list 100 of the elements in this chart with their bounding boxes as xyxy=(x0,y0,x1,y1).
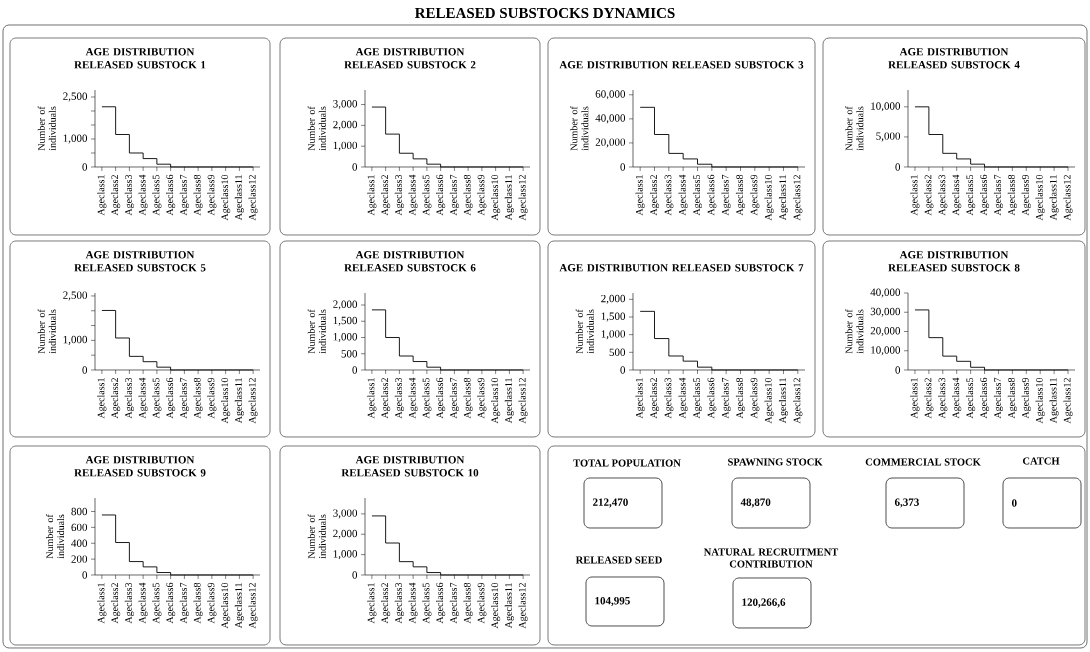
x-tick-label: Ageclass5 xyxy=(152,174,162,216)
chart-title: AGE DISTRIBUTION RELEASED SUBSTOCK 7 xyxy=(559,264,804,272)
x-tick-label: Ageclass6 xyxy=(166,582,176,624)
x-tick-label: Ageclass1 xyxy=(367,583,377,624)
x-tick-label: Ageclass12 xyxy=(793,378,803,424)
chart-title: AGE DISTRIBUTION RELEASED SUBSTOCK 5 xyxy=(74,251,206,272)
y-tick-label: 600 xyxy=(71,523,88,532)
x-tick-label: Ageclass2 xyxy=(649,175,660,216)
x-tick-label: Ageclass11 xyxy=(778,175,789,221)
x-tick-label: Ageclass7 xyxy=(179,174,189,216)
x-tick-label: Ageclass3 xyxy=(124,174,134,216)
x-tick-label: Ageclass2 xyxy=(924,175,934,216)
y-tick-label: 400 xyxy=(71,539,88,547)
text: 212,470 xyxy=(592,498,628,508)
y-axis-title: Number of individuals xyxy=(37,309,56,354)
x-tick-label: Ageclass2 xyxy=(924,378,934,419)
chart-title: AGE DISTRIBUTION RELEASED SUBSTOCK 6 xyxy=(344,251,476,272)
x-tick-label: Ageclass3 xyxy=(124,377,134,419)
x-tick-label: Ageclass4 xyxy=(408,174,418,216)
x-tick-label: Ageclass8 xyxy=(735,377,746,419)
x-tick-label: Ageclass8 xyxy=(463,174,473,216)
y-tick-label: 3,000 xyxy=(333,100,358,110)
x-tick-label: Ageclass8 xyxy=(1007,174,1017,216)
x-tick-label: Ageclass6 xyxy=(166,174,176,216)
x-tick-label: Ageclass4 xyxy=(678,377,688,419)
y-tick-label: 2,000 xyxy=(333,300,358,310)
x-tick-label: Ageclass3 xyxy=(394,377,404,419)
x-tick-label: Ageclass12 xyxy=(1063,175,1073,221)
text: RELEASED SUBSTOCKS DYNAMICS xyxy=(414,7,675,19)
x-tick-label: Ageclass10 xyxy=(1035,174,1045,221)
y-tick-label: 3,000 xyxy=(333,509,358,519)
x-tick-label: Ageclass3 xyxy=(938,377,948,419)
y-tick-label: 30,000 xyxy=(870,307,901,317)
x-tick-label: Ageclass12 xyxy=(248,175,258,221)
x-tick-label: Ageclass7 xyxy=(449,377,459,419)
x-tick-label: Ageclass12 xyxy=(1063,378,1073,424)
x-tick-label: Ageclass5 xyxy=(966,377,976,419)
x-tick-label: Ageclass9 xyxy=(207,377,217,419)
x-tick-label: Ageclass7 xyxy=(179,377,189,419)
text: CATCH xyxy=(1022,457,1060,465)
y-axis-title: Number of individuals xyxy=(845,106,864,151)
x-tick-label: Ageclass10 xyxy=(221,377,231,424)
y-tick-label: 0 xyxy=(620,163,626,171)
x-tick-label: Ageclass5 xyxy=(692,174,703,216)
text: SPAWNING STOCK xyxy=(728,458,823,466)
y-tick-label: 0 xyxy=(895,366,901,374)
x-tick-label: Ageclass6 xyxy=(166,377,176,419)
x-tick-label: Ageclass6 xyxy=(707,377,717,419)
text: COMMERCIAL STOCK xyxy=(865,458,981,466)
y-tick-label: 500 xyxy=(341,350,358,358)
x-tick-label: Ageclass2 xyxy=(381,378,391,419)
x-tick-label: Ageclass11 xyxy=(1049,175,1059,221)
x-tick-label: Ageclass11 xyxy=(778,378,789,424)
y-tick-label: 0 xyxy=(352,366,358,374)
y-axis-title: Number of individuals xyxy=(307,106,326,151)
y-tick-label: 1,000 xyxy=(333,333,358,342)
x-tick-label: Ageclass9 xyxy=(477,582,487,624)
x-tick-label: Ageclass12 xyxy=(793,175,803,221)
text: NATURAL RECRUITMENT CONTRIBUTION xyxy=(703,548,839,568)
y-tick-label: 10,000 xyxy=(871,102,901,112)
x-tick-label: Ageclass1 xyxy=(367,378,377,419)
x-tick-label: Ageclass7 xyxy=(179,582,189,624)
x-tick-label: Ageclass3 xyxy=(938,174,948,216)
y-tick-label: 20,000 xyxy=(870,326,901,336)
y-tick-label: 0 xyxy=(82,163,88,171)
x-tick-label: Ageclass8 xyxy=(1007,377,1017,419)
y-tick-label: 0 xyxy=(352,571,358,579)
x-tick-label: Ageclass9 xyxy=(477,377,487,419)
chart-title: AGE DISTRIBUTION RELEASED SUBSTOCK 10 xyxy=(341,456,479,477)
x-tick-label: Ageclass9 xyxy=(1021,377,1031,419)
y-axis-title: Number of individuals xyxy=(307,309,326,354)
x-tick-label: Ageclass11 xyxy=(234,378,244,424)
x-tick-label: Ageclass7 xyxy=(721,174,731,216)
x-tick-label: Ageclass6 xyxy=(436,377,446,419)
x-tick-label: Ageclass5 xyxy=(152,582,162,624)
x-tick-label: Ageclass5 xyxy=(692,377,703,419)
x-tick-label: Ageclass5 xyxy=(152,377,162,419)
y-tick-label: 1,000 xyxy=(601,330,626,340)
y-tick-label: 1,000 xyxy=(63,134,88,144)
y-tick-label: 1,000 xyxy=(333,141,358,151)
x-tick-label: Ageclass10 xyxy=(764,377,774,424)
y-tick-label: 10,000 xyxy=(871,346,901,356)
x-tick-label: Ageclass8 xyxy=(463,582,473,624)
x-tick-label: Ageclass10 xyxy=(491,174,501,221)
y-axis-title: Number of individuals xyxy=(37,106,56,151)
y-tick-label: 2,500 xyxy=(63,92,88,102)
x-tick-label: Ageclass5 xyxy=(422,582,432,624)
text: RELEASED SEED xyxy=(575,556,662,564)
x-tick-label: Ageclass10 xyxy=(491,582,501,629)
x-tick-label: Ageclass2 xyxy=(111,378,121,419)
y-axis-title: Number of individuals xyxy=(45,514,65,559)
x-tick-label: Ageclass10 xyxy=(764,174,774,221)
y-tick-label: 2,500 xyxy=(63,291,88,301)
x-tick-label: Ageclass6 xyxy=(436,582,446,624)
x-tick-label: Ageclass10 xyxy=(221,582,231,629)
x-tick-label: Ageclass1 xyxy=(910,175,920,216)
y-tick-label: 1,500 xyxy=(333,316,358,326)
chart-title: AGE DISTRIBUTION RELEASED SUBSTOCK 4 xyxy=(888,48,1020,69)
y-tick-label: 0 xyxy=(895,163,901,171)
x-tick-label: Ageclass12 xyxy=(248,583,258,629)
